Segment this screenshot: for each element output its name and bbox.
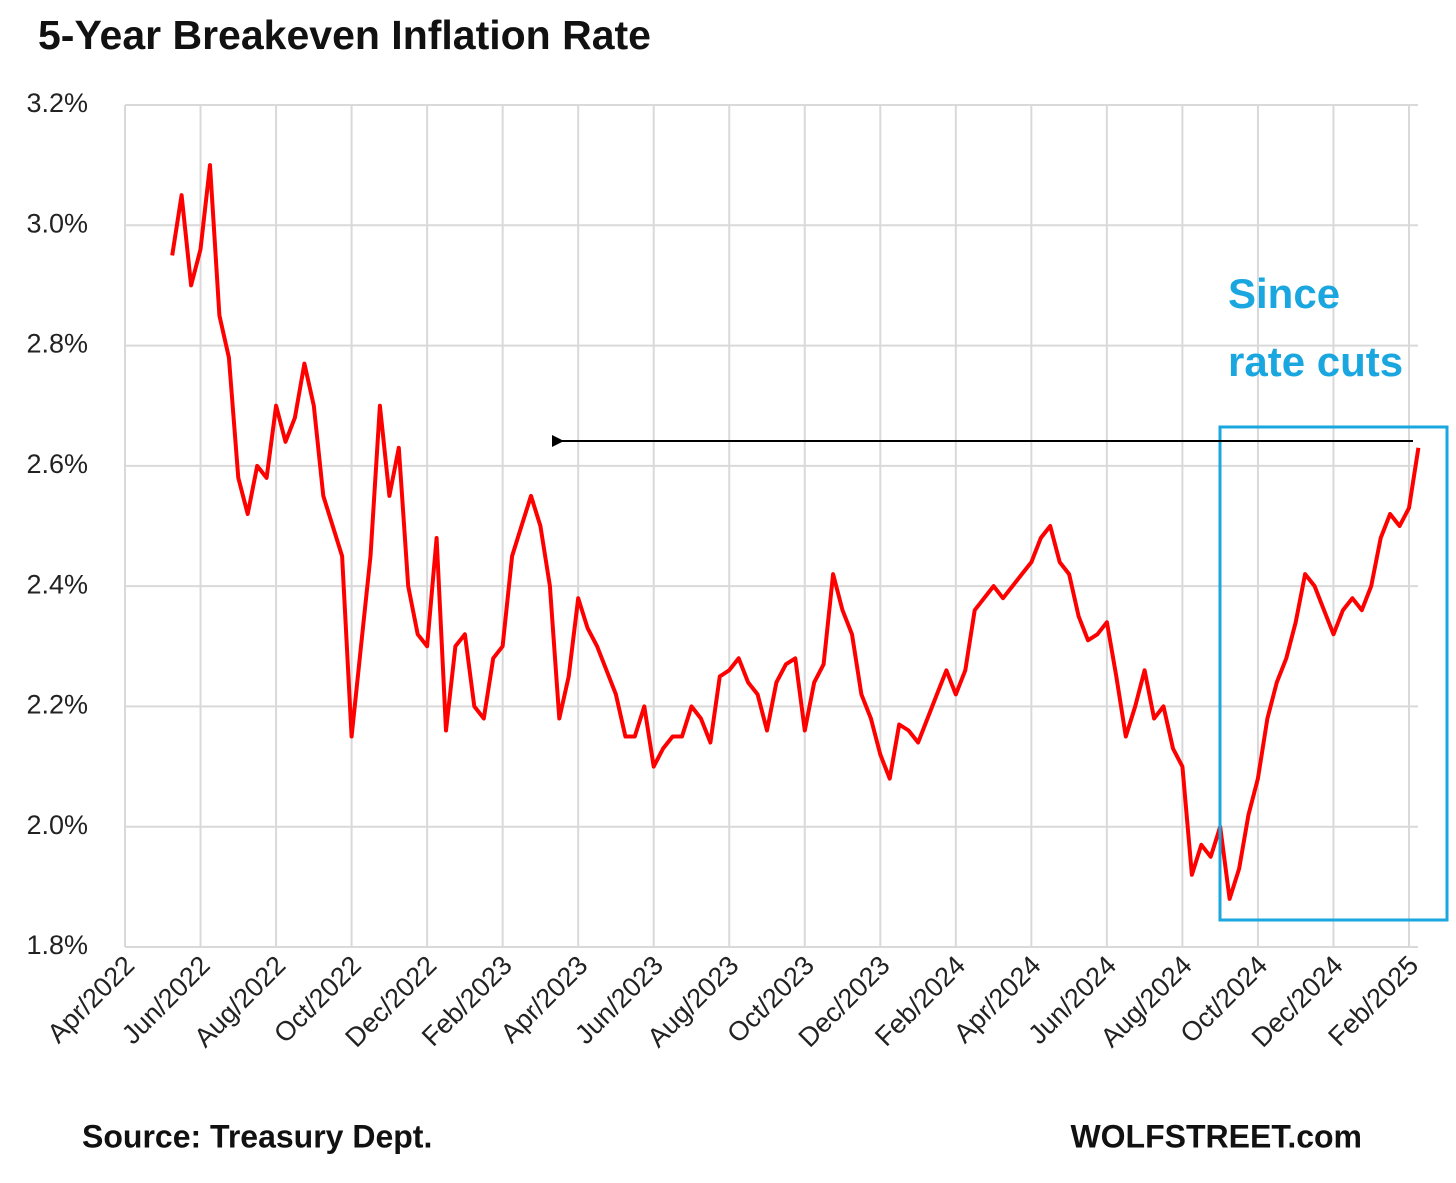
- y-tick-label: 2.4%: [26, 569, 88, 599]
- annotation: Since: [1228, 270, 1340, 317]
- data-line: [170, 163, 1421, 901]
- y-tick-label: 3.2%: [26, 88, 88, 118]
- grid: [124, 104, 1418, 948]
- credit: WOLFSTREET.com: [1070, 1118, 1362, 1154]
- plot-area: [170, 163, 1421, 901]
- y-tick-label: 2.0%: [26, 810, 88, 840]
- y-tick-label: 2.2%: [26, 690, 88, 720]
- y-tick-label: 1.8%: [26, 930, 88, 960]
- chart-title: 5-Year Breakeven Inflation Rate: [38, 12, 651, 58]
- source-note: Source: Treasury Dept.: [82, 1118, 432, 1154]
- annotation: rate cuts: [1228, 338, 1403, 385]
- y-tick-label: 3.0%: [26, 208, 88, 238]
- highlight-box: [1218, 425, 1449, 922]
- y-tick-label: 2.8%: [26, 329, 88, 359]
- y-tick-label: 2.6%: [26, 449, 88, 479]
